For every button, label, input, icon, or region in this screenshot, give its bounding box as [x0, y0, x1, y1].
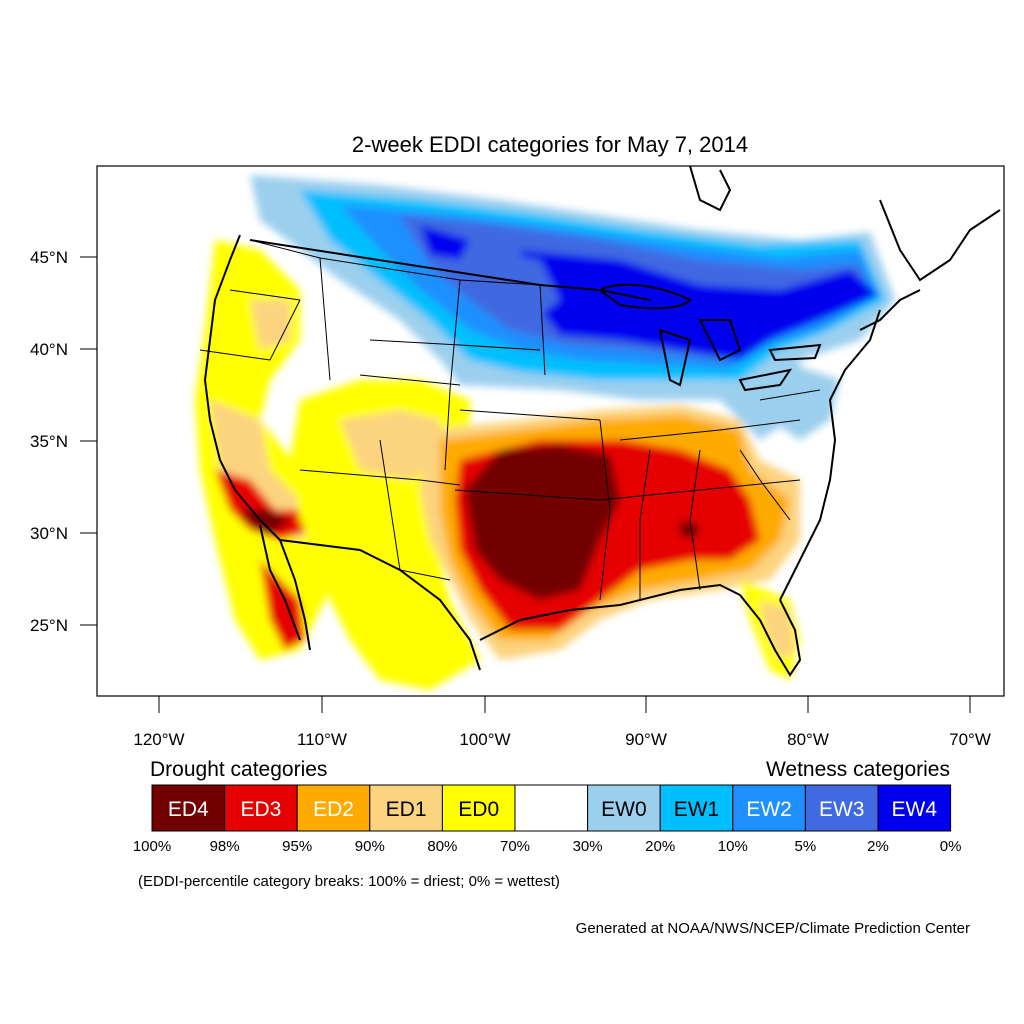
legend-break-label: 30%	[573, 838, 603, 855]
legend-label-ew4: EW4	[892, 798, 938, 821]
state-borders	[199, 239, 821, 601]
lon-label-70: 70°W	[949, 730, 991, 749]
map-plot-area	[97, 166, 1004, 696]
lat-label-40: 40°N	[30, 340, 68, 359]
legend-break-label: 100%	[133, 838, 171, 855]
country-outlines	[203, 166, 1001, 677]
legend-break-label: 80%	[427, 838, 457, 855]
legend-label-ed3: ED3	[240, 798, 281, 821]
legend-box-neutral	[514, 784, 589, 832]
lat-label-45: 45°N	[30, 248, 68, 267]
plot-border	[96, 165, 1005, 697]
latitude-axis: 45°N 40°N 35°N 30°N 25°N	[30, 248, 97, 635]
lat-label-35: 35°N	[30, 432, 68, 451]
legend-box-ew4	[877, 784, 952, 832]
legend-box-ed1	[369, 784, 443, 832]
legend-break-label: 95%	[282, 838, 312, 855]
legend-label-ed1: ED1	[386, 798, 427, 821]
legend-label-ed0: ED0	[458, 798, 499, 821]
credit-line: Generated at NOAA/NWS/NCEP/Climate Predi…	[576, 920, 970, 937]
longitude-axis: 120°W 110°W 100°W 90°W 80°W 70°W	[133, 696, 991, 749]
legend-label-ew2: EW2	[746, 798, 792, 821]
legend-label-ew3: EW3	[819, 798, 865, 821]
lon-label-100: 100°W	[459, 730, 510, 749]
drought-categories-heading: Drought categories	[150, 758, 327, 781]
legend-break-label: 5%	[795, 838, 817, 855]
legend-break-label: 98%	[210, 838, 240, 855]
legend-color-bar: ED4 ED3 ED2 ED1 ED0 EW0 EW1 EW2 EW3 EW4	[151, 784, 952, 832]
legend-break-label: 20%	[645, 838, 675, 855]
lon-label-90: 90°W	[625, 730, 667, 749]
legend-label-ed2: ED2	[313, 798, 354, 821]
legend-break-label: 0%	[940, 838, 962, 855]
legend-break-labels: 100% 98% 95% 90% 80% 70% 30% 20% 10% 5% 2% 0%	[133, 838, 962, 855]
legend-box-ed4	[151, 784, 226, 832]
lon-label-80: 80°W	[787, 730, 829, 749]
legend-break-label: 10%	[718, 838, 748, 855]
legend-box-ew2	[732, 784, 806, 832]
legend-box-ed3	[224, 784, 298, 832]
lon-label-120: 120°W	[133, 730, 184, 749]
lon-label-110: 110°W	[297, 730, 347, 749]
legend-box-ed0	[441, 784, 516, 832]
map-title: 2-week EDDI categories for May 7, 2014	[352, 132, 748, 157]
legend-break-label: 2%	[867, 838, 889, 855]
lat-label-25: 25°N	[30, 616, 68, 635]
lat-label-30: 30°N	[30, 524, 68, 543]
legend-box-ew0	[587, 784, 661, 832]
category-breaks-note: (EDDI-percentile category breaks: 100% =…	[138, 873, 560, 890]
wetness-categories-heading: Wetness categories	[766, 758, 950, 781]
legend-break-label: 70%	[500, 838, 530, 855]
legend-label-ew1: EW1	[674, 798, 720, 821]
legend-label-ew0: EW0	[601, 798, 647, 821]
legend-label-ed4: ED4	[168, 798, 209, 821]
legend-break-label: 90%	[355, 838, 385, 855]
